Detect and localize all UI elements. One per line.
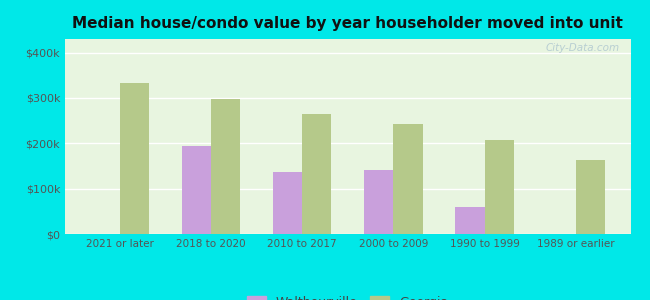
Bar [576,160,605,234]
Title: Median house/condo value by year householder moved into unit: Median house/condo value by year househo… [72,16,623,31]
Text: City-Data.com: City-Data.com [545,43,619,53]
Bar [456,207,484,234]
Bar [364,169,393,234]
Bar [273,172,302,234]
Bar [182,146,211,234]
Bar [211,99,240,234]
Bar [484,140,514,234]
Bar [302,114,332,234]
Legend: Walthourville, Georgia: Walthourville, Georgia [242,290,453,300]
Bar [393,124,422,234]
Bar [120,83,149,234]
